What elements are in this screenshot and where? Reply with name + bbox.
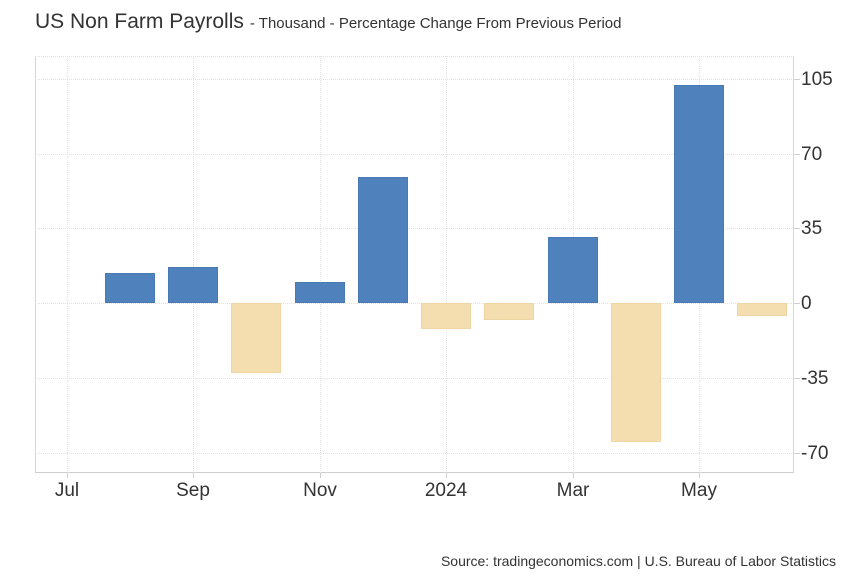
x-tick-mark-Sep [193, 473, 194, 478]
bar-mar-2024[interactable] [548, 237, 598, 303]
x-tick-mark-Jul [67, 473, 68, 478]
x-tick-label-Jul: Jul [54, 480, 80, 501]
bar-apr-2024[interactable] [611, 303, 661, 442]
bar-may-2024[interactable] [674, 85, 724, 303]
x-tick-mark-Nov [320, 473, 321, 478]
y-tick-mark-70 [794, 154, 800, 155]
bar-sep-2023[interactable] [168, 267, 218, 303]
x-tick-label-Mar: Mar [556, 480, 590, 501]
y-tick-label-35: 35 [801, 218, 823, 239]
y-gridline--35 [35, 378, 794, 379]
y-gridline-70 [35, 154, 794, 155]
y-tick-mark--35 [794, 378, 800, 379]
x-tick-mark-May [699, 473, 700, 478]
bar-jun-2024[interactable] [737, 303, 787, 316]
y-gridline--70 [35, 453, 794, 454]
chart-header: US Non Farm Payrolls - Thousand - Percent… [35, 10, 621, 34]
x-gridline-Nov [320, 56, 321, 473]
x-tick-mark-2024 [446, 473, 447, 478]
bar-feb-2024[interactable] [484, 303, 534, 320]
source-attribution: Source: tradingeconomics.com | U.S. Bure… [440, 553, 836, 569]
y-tick-label--35: -35 [801, 368, 829, 389]
y-tick-mark-35 [794, 228, 800, 229]
y-tick-label-105: 105 [801, 69, 833, 90]
bar-dec-2023[interactable] [358, 177, 408, 303]
x-tick-label-2024: 2024 [424, 480, 468, 501]
y-tick-mark-105 [794, 79, 800, 80]
y-tick-label-0: 0 [801, 293, 812, 314]
x-gridline-Jul [67, 56, 68, 473]
plot-area-border [35, 56, 794, 473]
x-tick-label-Nov: Nov [303, 480, 337, 501]
y-tick-label-70: 70 [801, 144, 823, 165]
x-gridline-2024 [446, 56, 447, 473]
bar-nov-2023[interactable] [295, 282, 345, 303]
x-tick-label-May: May [681, 480, 717, 501]
y-tick-label--70: -70 [801, 443, 829, 464]
bar-oct-2023[interactable] [231, 303, 281, 373]
y-tick-mark-0 [794, 303, 800, 304]
x-tick-label-Sep: Sep [176, 480, 210, 501]
bar-jan-2024[interactable] [421, 303, 471, 329]
chart-title: US Non Farm Payrolls [35, 10, 244, 33]
x-gridline-Sep [193, 56, 194, 473]
y-gridline-35 [35, 228, 794, 229]
y-gridline-0 [35, 303, 794, 304]
bar-aug-2023[interactable] [105, 273, 155, 303]
y-tick-mark--70 [794, 453, 800, 454]
x-tick-mark-Mar [573, 473, 574, 478]
chart-subtitle: - Thousand - Percentage Change From Prev… [249, 15, 622, 32]
y-gridline-105 [35, 79, 794, 80]
